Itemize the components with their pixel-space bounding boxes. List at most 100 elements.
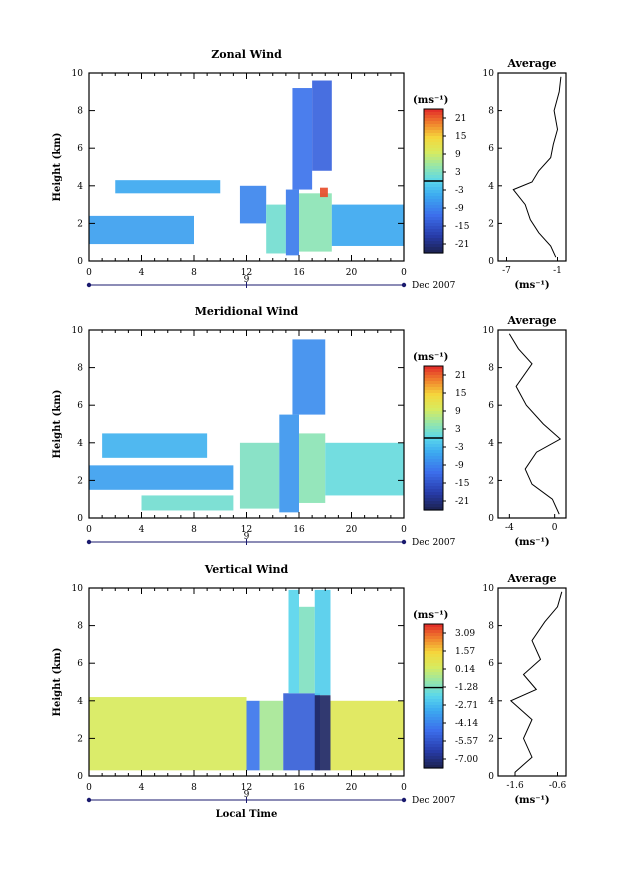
- x-tick-label: 8: [191, 268, 197, 278]
- y-tick-label: 6: [77, 659, 83, 669]
- colorbar-tick-label: 3: [455, 425, 461, 435]
- x-tick-label: 0: [86, 525, 92, 535]
- heatmap-cell: [314, 589, 331, 696]
- colorbar-segment: [424, 223, 443, 227]
- colorbar-segment: [424, 163, 443, 167]
- heatmap-cell: [283, 693, 320, 771]
- colorbar-tick-label: 3.09: [455, 629, 475, 639]
- average-y-tick-label: 0: [488, 772, 494, 782]
- colorbar-segment: [424, 471, 443, 475]
- y-tick-label: 2: [77, 476, 83, 486]
- colorbar-tick-label: -5.57: [455, 737, 478, 747]
- colorbar-segment: [424, 645, 443, 649]
- average-y-tick-label: 4: [488, 697, 494, 707]
- colorbar-segment: [424, 396, 443, 400]
- heatmap-cell: [312, 80, 332, 171]
- colorbar-segment: [424, 115, 443, 119]
- colorbar-segment: [424, 381, 443, 385]
- colorbar-segment: [424, 477, 443, 481]
- day-axis-start-marker: [86, 797, 92, 803]
- colorbar-segment: [424, 378, 443, 382]
- average-x-tick-label: -1: [553, 266, 562, 276]
- day-label: 9: [244, 790, 250, 800]
- colorbar-segment: [424, 756, 443, 760]
- y-tick-label: 10: [72, 69, 84, 79]
- colorbar-segment: [424, 211, 443, 215]
- average-y-tick-label: 10: [483, 326, 495, 336]
- colorbar-segment: [424, 750, 443, 754]
- colorbar-segment: [424, 447, 443, 451]
- colorbar-segment: [424, 190, 443, 194]
- heatmap-cell: [330, 700, 404, 771]
- average-y-tick-label: 8: [488, 364, 494, 374]
- colorbar-unit: (ms⁻¹): [413, 610, 448, 621]
- average-y-tick-label: 8: [488, 622, 494, 632]
- colorbar-tick-label: -1.28: [455, 683, 478, 693]
- colorbar-tick-label: -21: [455, 497, 470, 507]
- heatmap-cell: [331, 204, 404, 246]
- colorbar-segment: [424, 708, 443, 712]
- colorbar-tick-label: 9: [455, 407, 461, 417]
- colorbar-segment: [424, 450, 443, 454]
- y-axis-label: Height (km): [52, 133, 63, 202]
- colorbar-tick-label: -3: [455, 186, 464, 196]
- colorbar-segment: [424, 723, 443, 727]
- day-axis-end-marker: [401, 797, 407, 803]
- date-label: Dec 2007: [412, 281, 456, 291]
- heatmap-cell: [279, 414, 299, 513]
- colorbar-segment: [424, 675, 443, 679]
- colorbar-segment: [424, 627, 443, 631]
- colorbar-tick-label: 15: [455, 389, 467, 399]
- heatmap-cell: [89, 697, 247, 771]
- colorbar-segment: [424, 507, 443, 511]
- average-y-tick-label: 6: [488, 659, 494, 669]
- colorbar-segment: [424, 666, 443, 670]
- colorbar-segment: [424, 636, 443, 640]
- colorbar-segment: [424, 193, 443, 197]
- colorbar-segment: [424, 690, 443, 694]
- x-tick-label: 16: [293, 783, 305, 793]
- heatmap-cell: [89, 215, 194, 245]
- colorbar-segment: [424, 495, 443, 499]
- colorbar-segment: [424, 154, 443, 158]
- colorbar-segment: [424, 199, 443, 203]
- colorbar-segment: [424, 399, 443, 403]
- average-frame: [497, 329, 567, 519]
- colorbar-segment: [424, 633, 443, 637]
- colorbar-segment: [424, 109, 443, 113]
- colorbar-segment: [424, 181, 443, 185]
- y-tick-label: 8: [77, 622, 83, 632]
- average-title: Average: [506, 314, 556, 327]
- colorbar-segment: [424, 687, 443, 691]
- colorbar-segment: [424, 202, 443, 206]
- colorbar-segment: [424, 498, 443, 502]
- colorbar-segment: [424, 232, 443, 236]
- heatmap-cell: [246, 700, 260, 771]
- colorbar-segment: [424, 717, 443, 721]
- colorbar-segment: [424, 669, 443, 673]
- colorbar-segment: [424, 435, 443, 439]
- colorbar-segment: [424, 738, 443, 742]
- colorbar-segment: [424, 387, 443, 391]
- x-tick-label: 4: [139, 783, 145, 793]
- colorbar-segment: [424, 151, 443, 155]
- colorbar-segment: [424, 759, 443, 763]
- colorbar-segment: [424, 441, 443, 445]
- y-tick-label: 0: [77, 772, 83, 782]
- colorbar-segment: [424, 411, 443, 415]
- colorbar-tick-label: -15: [455, 479, 470, 489]
- average-y-tick-label: 10: [483, 69, 495, 79]
- average-profile-line: [508, 333, 562, 515]
- colorbar-segment: [424, 474, 443, 478]
- x-tick-label: 16: [293, 268, 305, 278]
- colorbar-segment: [424, 238, 443, 242]
- colorbar-tick-label: -7.00: [455, 755, 478, 765]
- colorbar-segment: [424, 654, 443, 658]
- colorbar-segment: [424, 160, 443, 164]
- y-tick-label: 10: [72, 326, 84, 336]
- colorbar-segment: [424, 762, 443, 766]
- day-axis-start-marker: [86, 539, 92, 545]
- y-tick-label: 2: [77, 734, 83, 744]
